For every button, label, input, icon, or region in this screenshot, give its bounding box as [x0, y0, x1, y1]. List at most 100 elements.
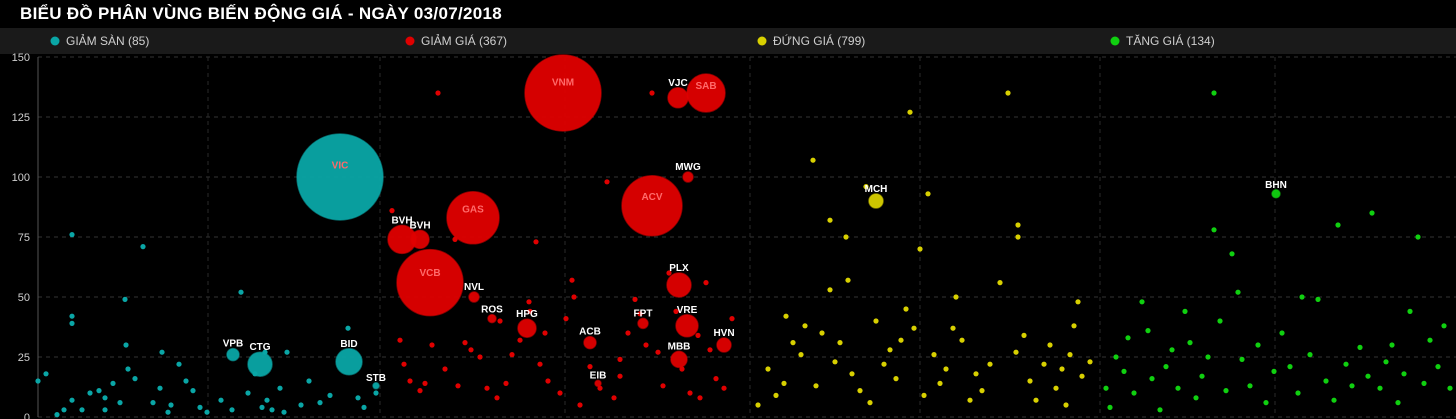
data-point[interactable]	[973, 371, 979, 377]
data-point[interactable]	[345, 325, 351, 331]
data-point[interactable]	[125, 366, 131, 372]
data-point[interactable]	[697, 395, 703, 401]
data-point[interactable]	[1299, 294, 1305, 300]
data-point[interactable]	[721, 385, 727, 391]
data-point[interactable]	[843, 234, 849, 240]
data-point[interactable]	[903, 306, 909, 312]
data-point[interactable]	[1287, 364, 1293, 370]
bubble-bvh[interactable]	[410, 229, 430, 250]
data-point[interactable]	[925, 191, 931, 197]
data-point[interactable]	[1149, 376, 1155, 382]
data-point[interactable]	[1199, 373, 1205, 379]
data-point[interactable]	[819, 330, 825, 336]
data-point[interactable]	[660, 383, 666, 389]
data-point[interactable]	[790, 340, 796, 346]
data-point[interactable]	[873, 318, 879, 324]
data-point[interactable]	[102, 395, 108, 401]
data-point[interactable]	[587, 364, 593, 370]
data-point[interactable]	[893, 376, 899, 382]
bubble-vnm[interactable]	[524, 54, 602, 132]
bubble-fpt[interactable]	[637, 317, 649, 330]
data-point[interactable]	[462, 340, 468, 346]
data-point[interactable]	[197, 404, 203, 410]
data-point[interactable]	[1067, 352, 1073, 358]
data-point[interactable]	[557, 390, 563, 396]
data-point[interactable]	[655, 349, 661, 355]
data-point[interactable]	[1113, 354, 1119, 360]
data-point[interactable]	[898, 337, 904, 343]
data-point[interactable]	[997, 280, 1003, 286]
data-point[interactable]	[604, 179, 610, 185]
data-point[interactable]	[827, 217, 833, 223]
data-point[interactable]	[617, 356, 623, 362]
data-point[interactable]	[1401, 371, 1407, 377]
data-point[interactable]	[96, 388, 102, 394]
data-point[interactable]	[863, 184, 869, 190]
data-point[interactable]	[798, 352, 804, 358]
data-point[interactable]	[327, 392, 333, 398]
bubble-sab[interactable]	[686, 73, 726, 113]
data-point[interactable]	[542, 330, 548, 336]
data-point[interactable]	[1335, 222, 1341, 228]
data-point[interactable]	[703, 280, 709, 286]
data-point[interactable]	[887, 347, 893, 353]
data-point[interactable]	[845, 277, 851, 283]
data-point[interactable]	[632, 296, 638, 302]
data-point[interactable]	[435, 90, 441, 96]
data-point[interactable]	[509, 352, 515, 358]
data-point[interactable]	[69, 313, 75, 319]
data-point[interactable]	[1229, 251, 1235, 257]
data-point[interactable]	[1239, 356, 1245, 362]
data-point[interactable]	[1187, 340, 1193, 346]
data-point[interactable]	[1071, 323, 1077, 329]
data-point[interactable]	[545, 378, 551, 384]
data-point[interactable]	[1395, 400, 1401, 406]
data-point[interactable]	[1063, 402, 1069, 408]
data-point[interactable]	[1211, 227, 1217, 233]
bubble-plx[interactable]	[666, 272, 692, 298]
data-point[interactable]	[159, 349, 165, 355]
data-point[interactable]	[959, 337, 965, 343]
data-point[interactable]	[1389, 342, 1395, 348]
data-point[interactable]	[687, 390, 693, 396]
data-point[interactable]	[1005, 90, 1011, 96]
data-point[interactable]	[477, 354, 483, 360]
data-point[interactable]	[1169, 347, 1175, 353]
bubble-mwg[interactable]	[682, 171, 694, 183]
data-point[interactable]	[1059, 366, 1065, 372]
data-point[interactable]	[165, 409, 171, 415]
data-point[interactable]	[781, 380, 787, 386]
data-point[interactable]	[950, 325, 956, 331]
data-point[interactable]	[765, 366, 771, 372]
data-point[interactable]	[102, 407, 108, 413]
data-point[interactable]	[537, 361, 543, 367]
data-point[interactable]	[123, 342, 129, 348]
data-point[interactable]	[317, 400, 323, 406]
bubble-gas[interactable]	[446, 191, 500, 245]
bubble-bid[interactable]	[335, 348, 363, 376]
bubble-acb[interactable]	[583, 335, 597, 350]
data-point[interactable]	[611, 395, 617, 401]
data-point[interactable]	[695, 332, 701, 338]
data-point[interactable]	[264, 397, 270, 403]
data-point[interactable]	[1307, 352, 1313, 358]
data-point[interactable]	[1107, 404, 1113, 410]
data-point[interactable]	[1015, 222, 1021, 228]
data-point[interactable]	[1271, 368, 1277, 374]
data-point[interactable]	[69, 397, 75, 403]
bubble-stb[interactable]	[372, 382, 380, 390]
data-point[interactable]	[1013, 349, 1019, 355]
data-point[interactable]	[1247, 383, 1253, 389]
data-point[interactable]	[881, 361, 887, 367]
data-point[interactable]	[810, 157, 816, 163]
data-point[interactable]	[1343, 361, 1349, 367]
data-point[interactable]	[176, 361, 182, 367]
data-point[interactable]	[625, 330, 631, 336]
data-point[interactable]	[1211, 90, 1217, 96]
data-point[interactable]	[150, 400, 156, 406]
data-point[interactable]	[563, 316, 569, 322]
data-point[interactable]	[1357, 344, 1363, 350]
data-point[interactable]	[643, 342, 649, 348]
data-point[interactable]	[1421, 380, 1427, 386]
data-point[interactable]	[1079, 373, 1085, 379]
